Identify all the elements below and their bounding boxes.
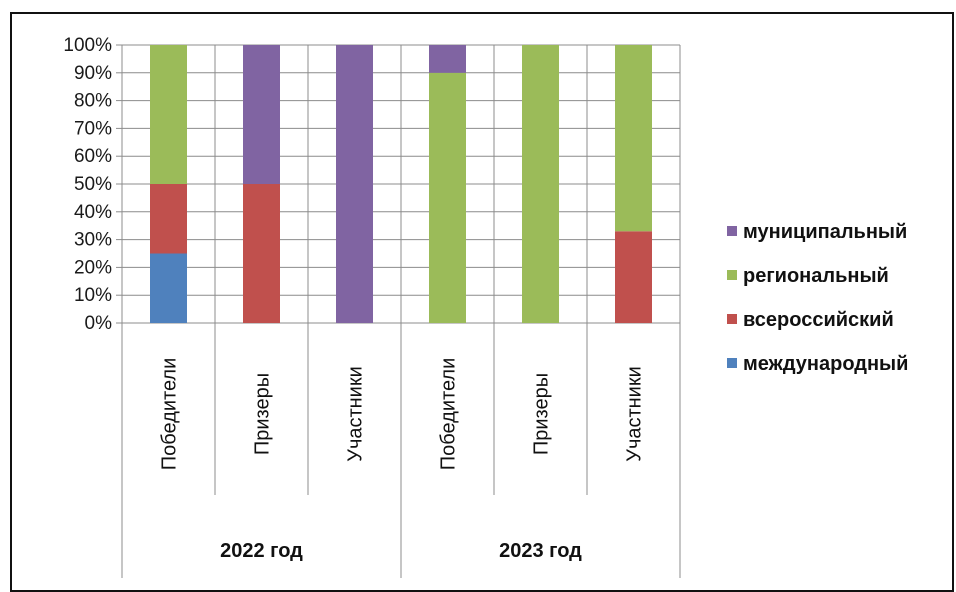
y-tick-label: 90% bbox=[74, 63, 112, 84]
bar-segment bbox=[615, 45, 652, 232]
bar-segment bbox=[243, 45, 280, 184]
bar-segment bbox=[336, 45, 373, 323]
group-label: 2023 год bbox=[499, 540, 582, 562]
y-tick-label: 70% bbox=[74, 118, 112, 139]
legend-label: всероссийский bbox=[743, 309, 894, 331]
y-tick-label: 0% bbox=[85, 313, 113, 334]
bar-segment bbox=[615, 231, 652, 323]
bar-segment bbox=[429, 45, 466, 73]
y-tick-label: 50% bbox=[74, 174, 112, 195]
legend-swatch bbox=[727, 358, 737, 368]
category-label: Победители bbox=[438, 358, 460, 471]
y-tick-label: 10% bbox=[74, 285, 112, 306]
bar-segment bbox=[150, 253, 187, 323]
y-tick-label: 40% bbox=[74, 202, 112, 223]
legend-label: международный bbox=[743, 353, 908, 375]
legend-label: региональный bbox=[743, 265, 889, 287]
category-label: Участники bbox=[345, 366, 367, 462]
category-label: Победители bbox=[159, 358, 181, 471]
y-tick-label: 80% bbox=[74, 91, 112, 112]
y-tick-label: 20% bbox=[74, 257, 112, 278]
bar-segment bbox=[150, 184, 187, 254]
y-tick-label: 30% bbox=[74, 230, 112, 251]
bar-segment bbox=[522, 45, 559, 323]
bar-segment bbox=[243, 184, 280, 323]
category-label: Призеры bbox=[252, 373, 274, 455]
y-tick-label: 100% bbox=[63, 35, 112, 56]
legend-swatch bbox=[727, 226, 737, 236]
category-label: Участники bbox=[624, 366, 646, 462]
group-label: 2022 год bbox=[220, 540, 303, 562]
legend-label: муниципальный bbox=[743, 221, 907, 243]
y-tick-label: 60% bbox=[74, 146, 112, 167]
legend-swatch bbox=[727, 270, 737, 280]
category-label: Призеры bbox=[531, 373, 553, 455]
bar-segment bbox=[429, 72, 466, 323]
bar-segment bbox=[150, 45, 187, 184]
legend-swatch bbox=[727, 314, 737, 324]
